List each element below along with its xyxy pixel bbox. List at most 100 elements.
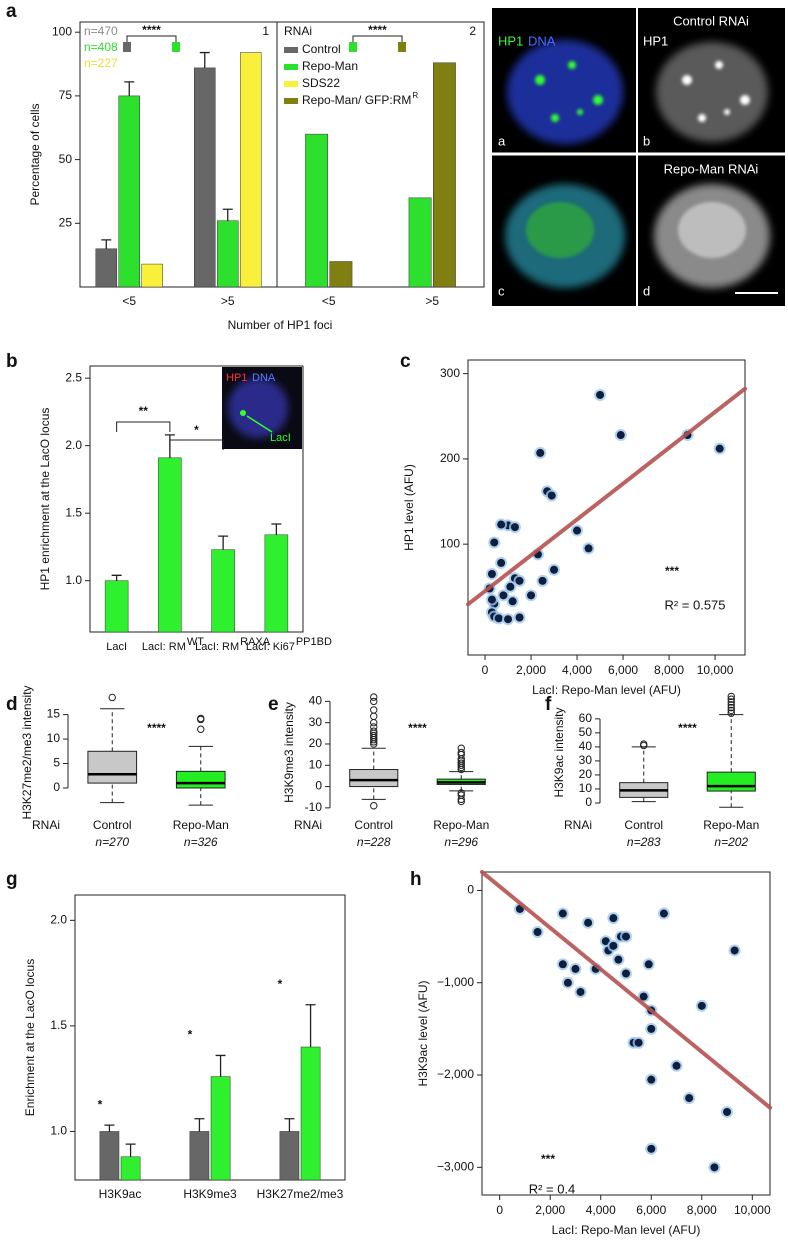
x-tick-label: 8,000 (687, 1203, 717, 1217)
inset-arrow (246, 415, 273, 433)
point (647, 1144, 656, 1153)
x-tick-label: >5 (425, 294, 439, 308)
legend-title: RNAi (284, 24, 312, 38)
point (723, 1107, 732, 1116)
fit-line (466, 386, 747, 607)
outlier (457, 744, 465, 752)
inset-label: DNA (252, 372, 276, 384)
group-label: RNAi (294, 818, 322, 832)
bar (408, 197, 432, 288)
bar (104, 580, 129, 633)
point (515, 576, 524, 585)
plot-frame (89, 365, 304, 633)
outlier (370, 727, 378, 735)
y-tick-label: 100 (52, 24, 72, 38)
outlier (457, 759, 465, 767)
inset-label: HP1 (226, 372, 247, 384)
error-bar (124, 81, 135, 96)
y-axis-label: HP1 level (AFU) (402, 464, 416, 551)
x-tick-label-superscript: WT (187, 636, 204, 648)
y-tick-label: −2,000 (437, 1067, 474, 1081)
x-tick-label: <5 (122, 294, 136, 308)
x-tick-label: >5 (221, 294, 235, 308)
point (609, 941, 618, 950)
outlier (640, 740, 648, 748)
outlier (370, 723, 378, 731)
x-tick-label: LacI: RM (195, 641, 239, 653)
significance: * (98, 1097, 103, 1111)
n-label: n=228 (357, 835, 391, 849)
foci (526, 61, 750, 258)
inset (222, 367, 302, 449)
point (715, 444, 724, 453)
y-tick-label: 40 (309, 694, 323, 708)
significance: **** (368, 23, 387, 37)
point (622, 932, 630, 941)
error-bar (305, 1004, 316, 1047)
point (672, 1061, 681, 1070)
outlier (108, 693, 116, 702)
outlier (727, 706, 735, 715)
outlier (370, 731, 378, 740)
x-tick-label: LacI (106, 641, 127, 653)
y-tick-label: 0 (315, 779, 322, 793)
y-tick-label: 15 (47, 707, 61, 721)
point (601, 937, 610, 946)
error-bar (111, 574, 122, 581)
point (584, 544, 593, 553)
y-tick-label: 10 (309, 757, 323, 771)
point (614, 955, 623, 964)
x-tick-label: 10,000 (697, 663, 734, 677)
box (349, 769, 399, 788)
x-tick-label: LacI: RM (142, 641, 186, 653)
row-title: Control RNAi (673, 13, 749, 28)
significance: **** (408, 721, 427, 735)
group-label: RNAi (32, 818, 60, 832)
y-tick-label: 60 (579, 711, 593, 725)
inset-cell (228, 378, 288, 438)
y-tick-label: 30 (579, 753, 593, 767)
legend-label: Repo-Man (302, 59, 358, 73)
image-letter: d (643, 283, 650, 298)
image-letter: c (498, 283, 505, 298)
x-tick-label: 4,000 (586, 1203, 616, 1217)
point (504, 615, 513, 624)
annotation: *** (665, 564, 679, 578)
n-label: n=202 (714, 835, 748, 849)
point (697, 1001, 706, 1010)
point (685, 1094, 694, 1103)
point (494, 614, 503, 623)
x-tick-label: 6,000 (636, 1203, 666, 1217)
point (584, 918, 593, 927)
bracket-marker (123, 42, 131, 52)
y-tick-label: 5 (53, 756, 60, 770)
significance: **** (142, 23, 161, 37)
y-tick-label: 0 (585, 795, 592, 809)
x-tick-label-superscript: RAXA (240, 636, 271, 648)
y-tick-label: 10 (47, 731, 61, 745)
outlier (197, 714, 205, 723)
bar (264, 534, 289, 633)
bracket-marker (349, 42, 357, 52)
box (175, 770, 226, 789)
bar (141, 263, 163, 288)
x-tick-label: 0 (482, 663, 489, 677)
y-axis-label: HP1 enrichment at the LacO locus (38, 408, 52, 591)
x-tick-label: Repo-Man (433, 818, 489, 832)
channel-label: DNA (528, 33, 556, 48)
significance: * (188, 1028, 193, 1042)
y-axis-label: Enrichment at the LacO locus (23, 959, 37, 1116)
n-label: n=270 (95, 835, 129, 849)
point (659, 909, 668, 918)
significance-bracket (116, 421, 171, 432)
legend-label: SDS22 (302, 76, 340, 90)
x-axis-label: LacI: Repo-Man level (AFU) (532, 683, 681, 697)
legend-label-superscript: R (412, 91, 418, 100)
x-tick-label: 2,000 (516, 663, 546, 677)
point (622, 969, 630, 978)
y-tick-label: 10 (579, 781, 593, 795)
inset-locus (240, 410, 246, 416)
bar (99, 1131, 120, 1181)
y-tick-label: −3,000 (437, 1159, 474, 1173)
point (550, 565, 559, 574)
